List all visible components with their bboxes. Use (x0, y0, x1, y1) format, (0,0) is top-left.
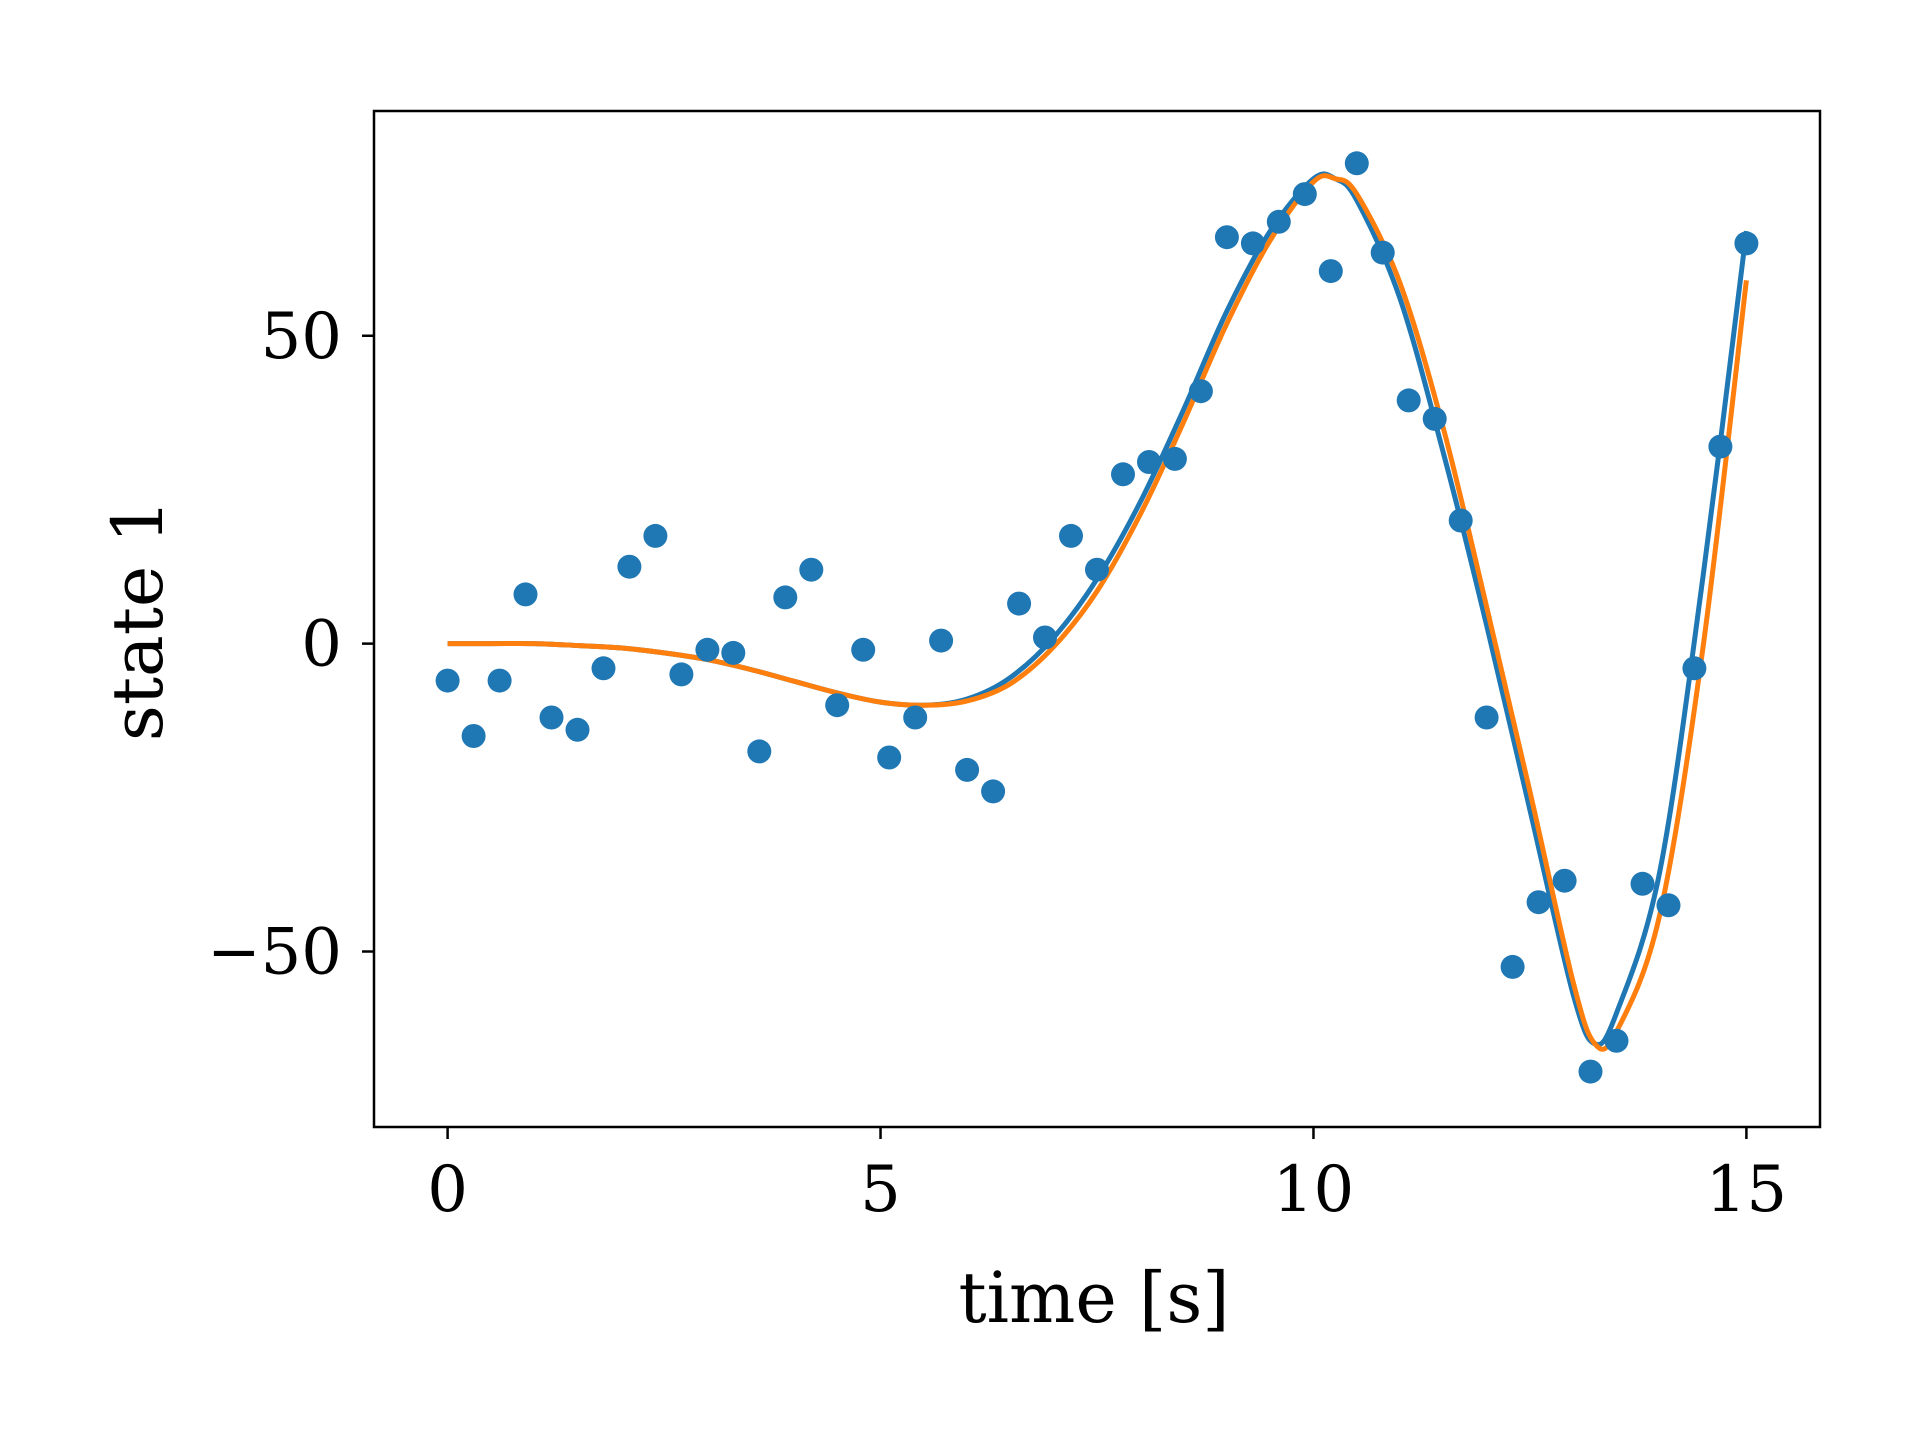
data-point (1604, 1028, 1629, 1053)
data-point (435, 668, 460, 693)
data-point (1162, 446, 1187, 471)
x-tick-label: 5 (860, 1153, 901, 1227)
data-point (981, 779, 1006, 804)
data-point (877, 745, 902, 770)
data-point (1396, 388, 1421, 413)
data-point (1370, 240, 1395, 265)
y-tick-label: 50 (261, 300, 342, 374)
data-point (799, 557, 824, 582)
data-point (1188, 379, 1213, 404)
data-point (539, 705, 564, 730)
data-point (1085, 557, 1109, 582)
data-point (617, 554, 642, 579)
data-point (721, 640, 746, 665)
data-point (1656, 893, 1681, 918)
data-point (1500, 954, 1525, 979)
data-point (1266, 209, 1291, 234)
y-tick-label: 0 (301, 608, 342, 682)
data-point (1344, 151, 1369, 176)
data-point (1318, 259, 1343, 284)
x-axis-label: time [s] (958, 1257, 1229, 1339)
axes-frame (372, 109, 1822, 1129)
x-axis: 0 5 10 15 (427, 1127, 1787, 1227)
data-point (1682, 656, 1707, 681)
data-point (1578, 1059, 1603, 1084)
data-point (487, 668, 512, 693)
data-point (1137, 450, 1161, 474)
data-point (1214, 225, 1239, 250)
data-point (1474, 705, 1499, 730)
y-axis-label: state 1 (97, 499, 179, 741)
x-tick-label: 10 (1273, 1153, 1354, 1227)
data-point (643, 523, 668, 548)
data-point (1422, 406, 1447, 431)
points-layer (435, 151, 1759, 1084)
x-tick-label: 0 (427, 1153, 468, 1227)
series-line-2 (447, 173, 1749, 1052)
data-point (851, 637, 876, 662)
data-point (1708, 434, 1733, 459)
data-point (773, 585, 798, 610)
data-point (1059, 523, 1083, 548)
data-point (1526, 890, 1551, 915)
data-point (1734, 231, 1759, 256)
data-point (955, 757, 980, 782)
data-point (669, 662, 694, 687)
y-axis: −50 0 50 (207, 300, 374, 990)
data-point (1033, 625, 1057, 650)
data-point (1240, 231, 1265, 256)
x-tick-label: 15 (1706, 1153, 1787, 1227)
data-point (825, 693, 850, 718)
series-layer (447, 171, 1749, 1052)
data-point (591, 656, 616, 681)
data-point (461, 724, 486, 748)
data-point (1111, 462, 1135, 487)
data-point (1007, 591, 1032, 616)
data-point (695, 637, 720, 662)
data-point (1630, 871, 1655, 896)
data-point (1448, 508, 1473, 533)
data-point (513, 582, 538, 607)
data-point (1292, 182, 1317, 207)
data-point (1552, 868, 1577, 893)
y-tick-label: −50 (207, 916, 342, 990)
data-point (903, 705, 928, 730)
data-point (565, 717, 590, 742)
data-point (747, 739, 772, 764)
data-point (929, 628, 954, 653)
plot-area (374, 111, 1820, 1127)
